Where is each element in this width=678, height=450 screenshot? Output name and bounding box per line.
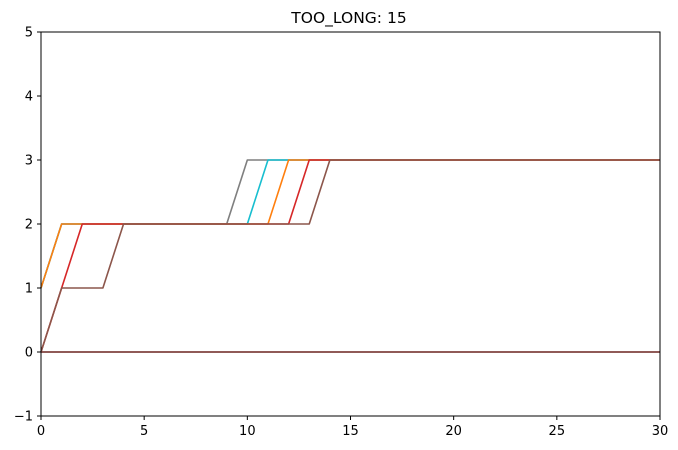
plot-lines bbox=[40, 159, 660, 353]
y-tick-label: −1 bbox=[14, 410, 33, 425]
y-tick-label: 1 bbox=[25, 282, 33, 297]
x-tick-label: 10 bbox=[239, 424, 256, 439]
plot-frame bbox=[40, 31, 661, 417]
x-tick-label: 0 bbox=[37, 424, 45, 439]
x-axis-ticks: 0 5 10 15 20 25 30 bbox=[37, 416, 668, 439]
y-axis-ticks: −1 0 1 2 3 4 5 bbox=[14, 26, 41, 425]
series-line-11 bbox=[40, 159, 660, 353]
x-tick-label: 15 bbox=[342, 424, 359, 439]
y-tick-label: 2 bbox=[25, 218, 33, 233]
x-tick-label: 20 bbox=[445, 424, 462, 439]
y-tick-label: 4 bbox=[25, 90, 33, 105]
chart-title: TOO_LONG: 15 bbox=[290, 9, 406, 28]
x-tick-label: 25 bbox=[549, 424, 566, 439]
x-tick-label: 30 bbox=[652, 424, 669, 439]
y-tick-label: 3 bbox=[25, 154, 33, 169]
y-tick-label: 0 bbox=[25, 346, 33, 361]
y-tick-label: 5 bbox=[25, 26, 33, 41]
x-tick-label: 5 bbox=[140, 424, 148, 439]
series-line-10 bbox=[40, 159, 660, 353]
